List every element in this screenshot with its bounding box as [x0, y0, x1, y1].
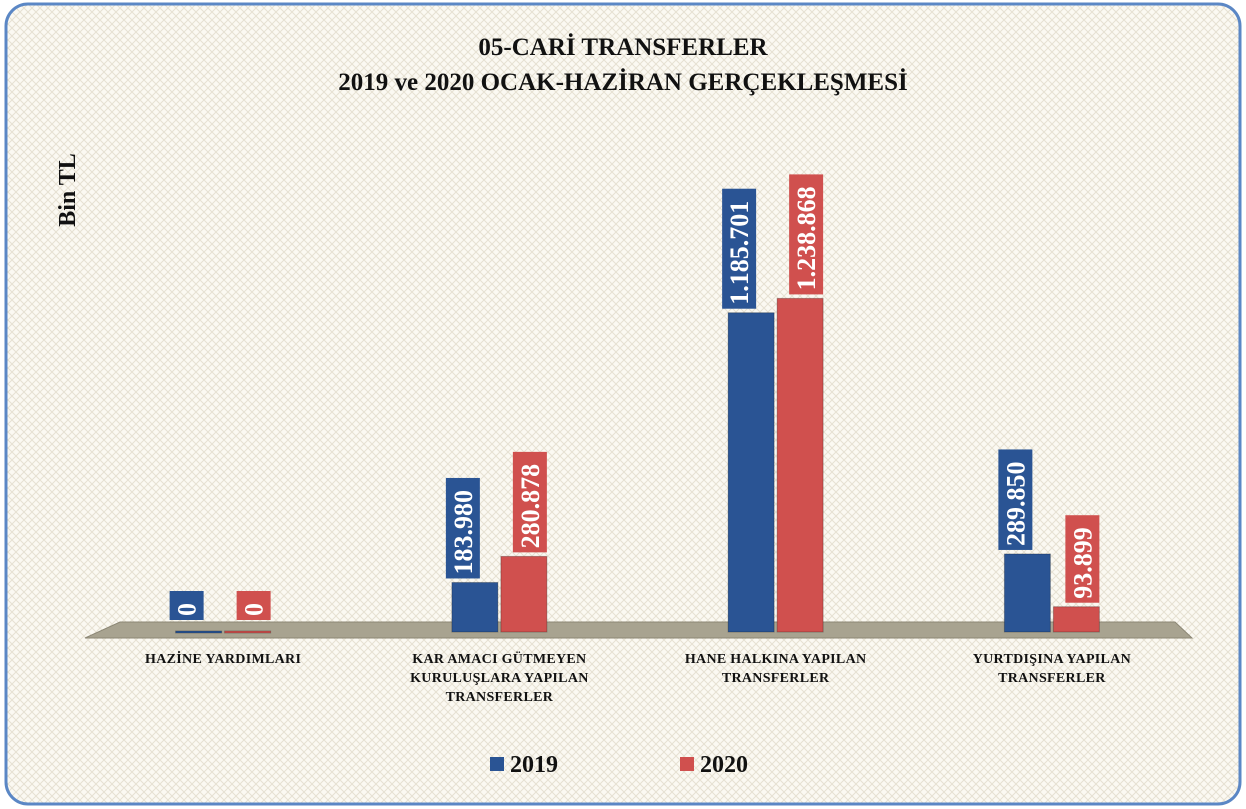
- frame: [4, 2, 1242, 806]
- value-label-box: [998, 449, 1033, 550]
- floor: [84, 621, 1194, 639]
- value-label: 1.185.701: [725, 201, 754, 305]
- bar: [727, 312, 775, 633]
- bar: [500, 555, 548, 633]
- value-label-box: [1065, 515, 1100, 603]
- value-label: 0: [240, 603, 269, 616]
- value-label: 289.850: [1001, 461, 1030, 546]
- value-label: 0: [173, 603, 202, 616]
- legend-label: 2020: [700, 752, 748, 778]
- legend-swatch: [680, 757, 694, 771]
- x-tick-label: YURTDIŞINA YAPILAN TRANSFERLER: [972, 652, 1132, 686]
- x-tick-label: HAZİNE YARDIMLARI: [145, 652, 302, 667]
- chart-title: 2019 ve 2020 OCAK-HAZİRAN GERÇEKLEŞMESİ: [338, 68, 908, 96]
- legend-swatch: [490, 757, 504, 771]
- legend-label: 2019: [510, 752, 558, 778]
- value-label-box: [236, 591, 271, 620]
- value-label-box: [512, 451, 547, 553]
- bar: [776, 297, 824, 633]
- value-label-box: [169, 591, 204, 620]
- y-axis-label: Bin TL: [55, 153, 81, 227]
- value-label: 280.878: [516, 464, 545, 549]
- bar: [451, 581, 499, 633]
- value-label: 93.899: [1068, 527, 1097, 599]
- value-label-box: [722, 188, 757, 309]
- bar: [1052, 606, 1100, 633]
- value-label: 183.980: [449, 490, 478, 575]
- value-label: 1.238.868: [792, 186, 821, 290]
- x-tick-label: KAR AMACI GÜTMEYEN KURULUŞLARA YAPILAN T…: [410, 652, 589, 705]
- x-tick-label: HANE HALKINA YAPILAN TRANSFERLER: [684, 652, 867, 686]
- chart-title: 05-CARİ TRANSFERLER: [478, 33, 768, 61]
- value-label-box: [789, 174, 824, 295]
- bar: [224, 630, 272, 634]
- value-label-box: [445, 477, 480, 579]
- bar: [175, 630, 223, 634]
- bar: [1003, 553, 1051, 633]
